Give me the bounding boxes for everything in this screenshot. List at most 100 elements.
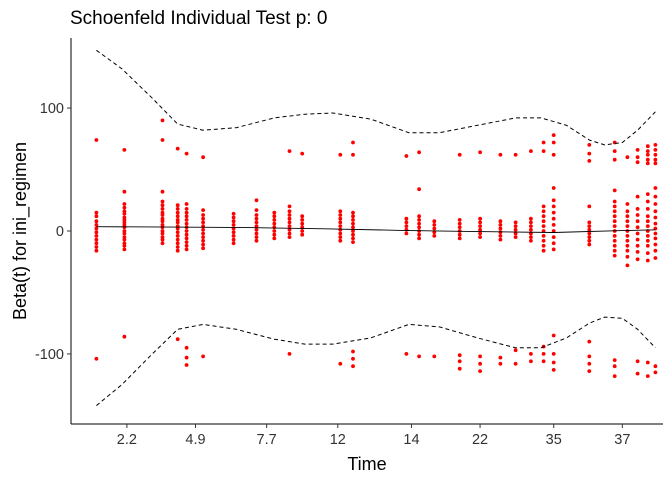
residual-point-33: [160, 138, 165, 142]
residual-point-206: [478, 361, 482, 366]
residual-point-190: [457, 221, 462, 226]
residual-point-9: [94, 241, 99, 246]
residual-point-265: [551, 360, 556, 365]
residual-point-211: [498, 226, 503, 231]
residual-point-280: [587, 361, 592, 366]
residual-point-366: [653, 370, 658, 375]
x-tick-label: 4.9: [185, 432, 205, 448]
residual-point-189: [457, 218, 462, 222]
residual-point-148: [338, 235, 343, 240]
plot-area: [94, 49, 658, 406]
residual-point-156: [351, 221, 355, 226]
y-axis-title: Beta(t) for ini_regimen: [10, 142, 31, 320]
residual-point-97: [231, 219, 236, 224]
residual-point-246: [541, 248, 546, 253]
residual-point-31: [122, 334, 127, 339]
residual-point-328: [635, 371, 640, 376]
residual-point-337: [645, 214, 650, 219]
residual-point-205: [478, 354, 482, 359]
residual-point-284: [612, 157, 617, 162]
residual-point-25: [122, 231, 127, 236]
residual-point-100: [231, 230, 236, 235]
residual-point-307: [625, 229, 630, 233]
upper-band-line: [96, 49, 656, 146]
residual-point-92: [201, 242, 206, 247]
residual-point-355: [653, 202, 658, 206]
residual-point-249: [541, 359, 546, 364]
residual-point-358: [653, 221, 658, 226]
residual-point-161: [351, 240, 355, 245]
residual-point-165: [404, 154, 409, 158]
residual-point-109: [254, 224, 259, 229]
residual-point-288: [612, 209, 617, 214]
residual-point-264: [551, 352, 556, 356]
residual-point-158: [351, 229, 355, 233]
residual-point-271: [587, 220, 592, 225]
residual-point-133: [300, 151, 305, 156]
residual-point-272: [587, 224, 592, 229]
residual-point-316: [635, 160, 640, 165]
residual-point-213: [498, 234, 503, 238]
residual-point-327: [635, 359, 640, 364]
residual-point-106: [254, 213, 259, 217]
residual-point-94: [201, 354, 206, 359]
residual-point-339: [645, 224, 650, 229]
residual-point-29: [122, 243, 127, 248]
residual-point-176: [417, 221, 421, 226]
residual-point-333: [645, 161, 650, 166]
residual-point-344: [645, 251, 650, 256]
residual-point-37: [160, 207, 165, 211]
residual-point-313: [625, 263, 630, 268]
residual-point-164: [351, 364, 355, 369]
residual-point-127: [287, 220, 292, 225]
residual-point-7: [94, 234, 99, 238]
x-axis-ticks: 2.2 4.9 7.7 12 14 22 35 37: [117, 424, 630, 448]
residual-point-181: [417, 354, 421, 359]
residual-point-219: [513, 224, 518, 229]
residual-point-221: [513, 231, 518, 236]
residual-point-241: [541, 224, 546, 229]
residual-point-119: [272, 229, 277, 233]
residual-point-118: [272, 225, 277, 230]
residual-point-67: [184, 207, 189, 211]
residual-point-120: [272, 232, 277, 237]
residual-point-126: [287, 216, 292, 221]
residual-point-289: [612, 214, 617, 219]
residual-point-45: [160, 231, 165, 236]
residual-point-150: [338, 361, 343, 366]
residual-point-357: [653, 215, 658, 220]
residual-point-136: [300, 221, 305, 226]
residual-point-299: [612, 364, 617, 369]
residual-point-79: [184, 345, 189, 350]
residual-point-331: [645, 152, 650, 157]
residual-point-256: [551, 210, 556, 215]
residual-point-35: [160, 199, 165, 204]
residual-point-324: [635, 243, 640, 248]
residual-point-91: [201, 238, 206, 243]
residual-point-4: [94, 223, 99, 227]
residual-point-75: [184, 236, 189, 241]
residual-point-305: [625, 219, 630, 224]
residual-point-320: [635, 219, 640, 224]
residual-point-360: [653, 231, 658, 236]
residual-point-301: [625, 155, 630, 160]
residual-point-177: [417, 225, 421, 230]
residual-point-277: [587, 242, 592, 247]
residual-point-365: [653, 364, 658, 369]
residual-point-122: [287, 149, 292, 154]
y-axis-ticks: -100 0 100: [35, 101, 71, 363]
residual-point-11: [94, 248, 99, 253]
residual-point-128: [287, 224, 292, 229]
residual-point-269: [587, 159, 592, 163]
residual-point-153: [351, 210, 355, 215]
residual-point-0: [94, 138, 99, 142]
residual-point-66: [184, 202, 189, 206]
x-tick-label: 22: [472, 432, 488, 448]
residual-point-353: [653, 186, 658, 190]
residual-point-140: [338, 152, 343, 157]
residual-point-259: [551, 229, 556, 233]
fit-line: [96, 226, 656, 233]
residual-point-220: [513, 227, 518, 232]
x-tick-label: 2.2: [117, 432, 137, 448]
